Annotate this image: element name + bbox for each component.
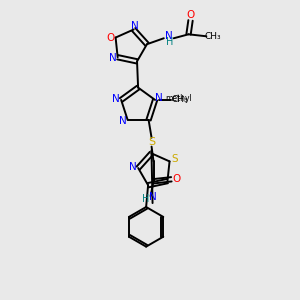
Text: O: O [186, 11, 195, 20]
Text: N: N [149, 192, 156, 202]
Text: N: N [129, 162, 137, 172]
Text: O: O [106, 33, 115, 43]
Text: CH₃: CH₃ [172, 95, 188, 104]
Text: S: S [171, 154, 178, 164]
Text: N: N [109, 53, 117, 63]
Text: O: O [172, 174, 181, 184]
Text: N: N [165, 31, 172, 41]
Text: CH₃: CH₃ [204, 32, 220, 41]
Text: N: N [131, 20, 139, 31]
Text: N: N [112, 94, 120, 104]
Text: H: H [166, 37, 173, 47]
Text: N: N [155, 93, 163, 103]
Text: H: H [142, 194, 149, 204]
Text: methyl: methyl [166, 94, 192, 103]
Text: N: N [119, 116, 127, 126]
Text: S: S [148, 136, 155, 147]
